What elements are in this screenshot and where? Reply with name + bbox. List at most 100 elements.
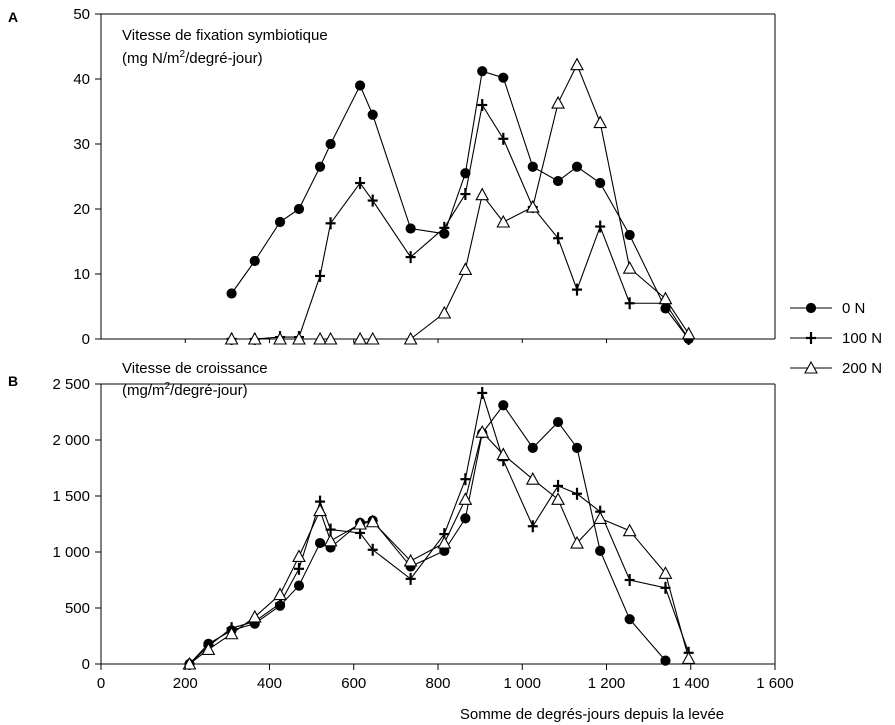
triangle-mark (437, 535, 452, 549)
x-tick-label: 800 (425, 675, 450, 692)
data-point (496, 214, 511, 228)
data-point (570, 535, 584, 549)
data-point (622, 261, 637, 274)
triangle-mark (182, 656, 197, 670)
series-line (189, 404, 666, 665)
data-point (553, 479, 564, 492)
y-tick-label: 1 000 (52, 544, 90, 561)
data-point (570, 57, 584, 71)
data-point (313, 331, 327, 345)
y-tick-label: 2 000 (52, 432, 90, 449)
data-point (353, 331, 367, 345)
triangle-mark (593, 511, 608, 524)
data-point (273, 331, 287, 345)
data-point (624, 614, 635, 625)
circle-mark (314, 537, 326, 549)
data-point (323, 331, 338, 345)
data-point (405, 251, 416, 264)
data-point (624, 297, 635, 310)
circle-mark (595, 177, 606, 189)
triangle-mark (353, 516, 367, 530)
data-point (595, 220, 606, 233)
data-point (365, 331, 380, 345)
data-point (354, 80, 366, 91)
x-axis: 0 200 400 600 800 1 000 1 200 1 400 1 600 (97, 664, 794, 692)
triangle-mark (273, 587, 287, 601)
triangle-mark (437, 305, 452, 319)
legend-item: 0 N (790, 300, 865, 317)
data-point (527, 520, 538, 533)
data-point (367, 543, 378, 556)
triangle-mark (525, 199, 540, 213)
triangle-mark (403, 331, 418, 345)
data-point (224, 331, 239, 345)
circle-mark (293, 203, 305, 215)
triangle-mark (292, 549, 306, 563)
data-point (365, 514, 380, 528)
triangle-mark (804, 360, 818, 374)
data-point (323, 533, 338, 547)
y-tick-label: 1 500 (52, 488, 90, 505)
triangle-mark (658, 566, 673, 579)
triangle-mark (247, 609, 262, 623)
circle-mark (805, 302, 817, 314)
data-point (498, 132, 509, 145)
y-tick-label: 2 500 (52, 376, 90, 393)
circle-mark (249, 255, 260, 267)
y-tick-label: 10 (73, 266, 90, 283)
data-point (249, 255, 260, 267)
legend: 0 N 100 N 200 N (790, 300, 882, 377)
panel-a-letter: A (8, 9, 18, 25)
data-point (458, 262, 473, 276)
triangle-mark (681, 326, 696, 340)
data-point (314, 161, 326, 172)
y-tick-label: 0 (82, 656, 90, 673)
data-point (437, 305, 452, 319)
x-tick-label: 1 000 (503, 675, 541, 692)
x-tick-label: 1 600 (756, 675, 794, 692)
triangle-mark (273, 331, 287, 345)
panel-b-letter: B (8, 373, 18, 389)
data-point (525, 199, 540, 213)
panel-b: B Vitesse de croissance (mg/m2/degré-jou… (8, 360, 776, 673)
x-tick-label: 1 200 (588, 675, 626, 692)
x-tick-label: 200 (173, 675, 198, 692)
triangle-mark (313, 331, 327, 345)
circle-mark (314, 161, 326, 172)
triangle-mark (458, 262, 473, 276)
data-point (367, 194, 378, 207)
data-point (403, 331, 418, 345)
data-point (552, 416, 564, 428)
triangle-mark (475, 187, 490, 201)
data-point (593, 511, 608, 524)
data-point (572, 283, 583, 296)
panel-a-title-line2-sup: 2 (180, 49, 186, 60)
data-point (527, 442, 538, 453)
circle-mark (226, 288, 237, 299)
data-point (477, 99, 488, 111)
triangle-mark (403, 553, 418, 567)
legend-marker (804, 360, 818, 374)
circle-mark (405, 223, 416, 234)
circle-mark (660, 655, 671, 666)
panel-a-title-line1: Vitesse de fixation symbiotique (122, 27, 328, 44)
data-point (325, 217, 336, 230)
data-point (315, 269, 326, 282)
triangle-mark (475, 425, 490, 438)
data-point (355, 177, 366, 189)
circle-mark (624, 614, 635, 625)
triangle-mark (201, 642, 216, 655)
data-point (182, 656, 197, 670)
circle-mark (527, 442, 538, 453)
data-point (660, 655, 671, 666)
circle-mark (595, 545, 606, 556)
triangle-mark (681, 651, 696, 664)
panel-b-title-line2-sup: 2 (165, 381, 171, 392)
panel-b-title-line2-suffix: /degré-jour) (170, 382, 248, 399)
y-tick-label: 20 (73, 201, 90, 218)
triangle-mark (570, 535, 584, 549)
data-point (475, 425, 490, 438)
data-point (403, 553, 418, 567)
circle-mark (274, 216, 286, 228)
data-point (551, 95, 565, 109)
